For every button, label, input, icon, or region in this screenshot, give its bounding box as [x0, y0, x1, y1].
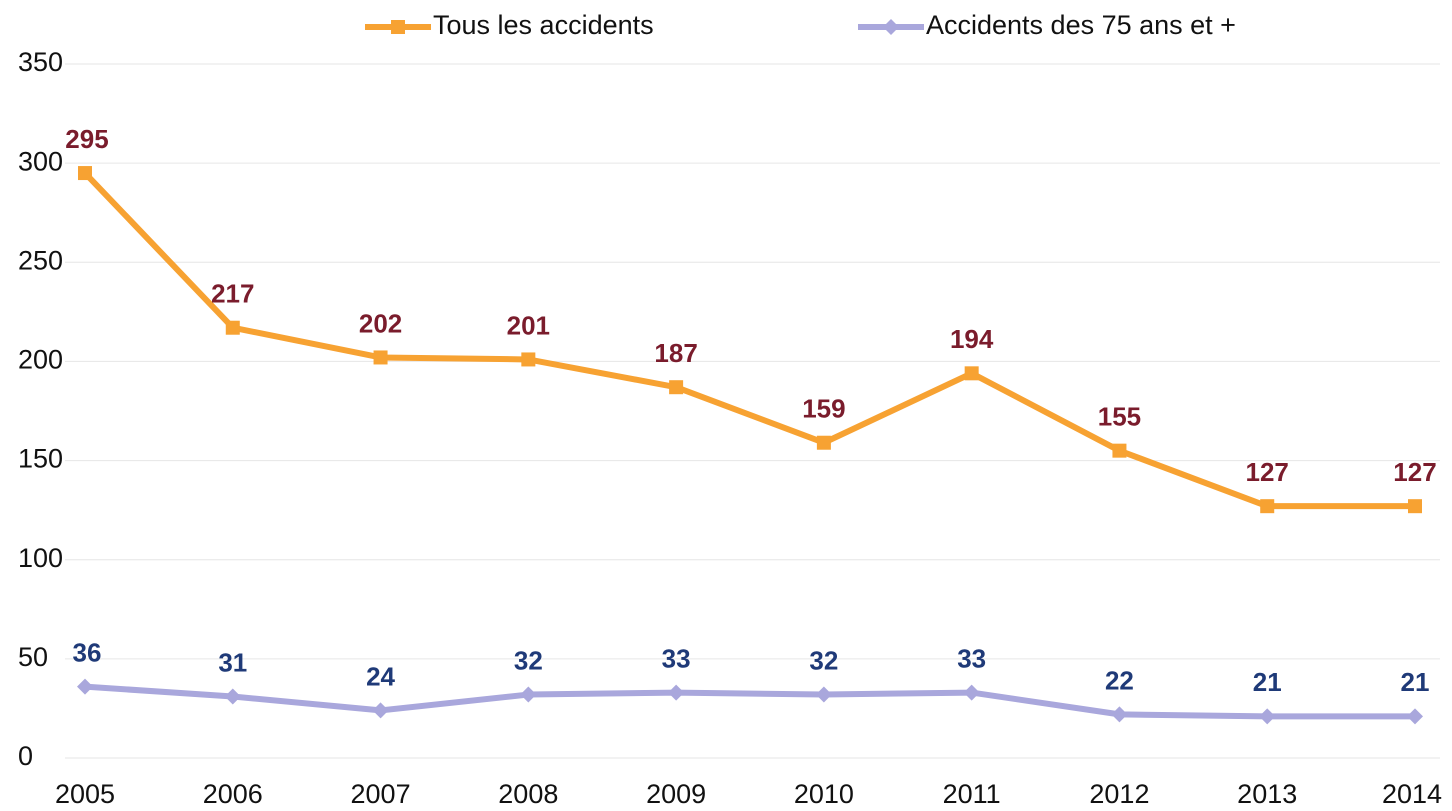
series-line: [82, 170, 1415, 510]
x-tick-label: 2007: [351, 779, 411, 809]
point-marker: [1111, 706, 1128, 723]
data-label: 127: [1246, 457, 1289, 487]
point-marker: [1408, 499, 1422, 514]
point-marker: [225, 320, 240, 335]
point-marker: [669, 380, 684, 395]
x-tick-label: 2008: [498, 779, 558, 809]
data-label: 33: [662, 643, 691, 673]
point-marker: [77, 678, 93, 695]
x-tick-label: 2005: [55, 779, 115, 809]
point-marker: [521, 352, 536, 367]
y-tick-label: 250: [18, 245, 63, 275]
x-tick-label: 2010: [794, 779, 854, 809]
data-label: 32: [514, 645, 543, 675]
x-tick-label: 2012: [1089, 779, 1149, 809]
point-marker: [1407, 708, 1423, 725]
data-label: 24: [366, 661, 395, 691]
point-marker: [1112, 443, 1127, 458]
data-label: 36: [73, 637, 102, 667]
y-tick-label: 350: [18, 47, 63, 77]
x-tick-label: 2014: [1382, 779, 1442, 809]
data-label: 194: [950, 324, 994, 354]
x-tick-label: 2013: [1237, 779, 1297, 809]
point-marker: [373, 350, 388, 365]
legend-item: Accidents des 75 ans et +: [858, 10, 1236, 40]
data-label: 32: [809, 645, 838, 675]
y-tick-label: 100: [18, 543, 63, 573]
data-label: 295: [65, 124, 108, 154]
data-label: 127: [1393, 457, 1436, 487]
x-tick-label: 2009: [646, 779, 706, 809]
y-tick-label: 50: [18, 642, 48, 672]
data-label: 159: [802, 394, 845, 424]
x-tick-label: 2011: [943, 779, 1001, 809]
legend-swatch-marker: [883, 19, 899, 35]
point-marker: [668, 684, 685, 701]
point-marker: [816, 435, 831, 450]
data-label: 202: [359, 308, 402, 338]
y-tick-label: 300: [18, 146, 63, 176]
x-tick-label: 2006: [203, 779, 263, 809]
y-tick-label: 150: [18, 444, 63, 474]
legend-item: Tous les accidents: [365, 10, 654, 40]
legend-label: Accidents des 75 ans et +: [926, 10, 1236, 40]
y-tick-label: 200: [18, 345, 63, 375]
point-marker: [815, 686, 832, 703]
data-label: 33: [957, 643, 986, 673]
series-line: [84, 683, 1415, 720]
y-tick-label: 0: [18, 741, 33, 771]
point-marker: [372, 702, 389, 719]
data-label: 21: [1401, 667, 1430, 697]
data-label: 22: [1105, 665, 1134, 695]
point-marker: [963, 684, 980, 701]
legend-swatch-marker: [391, 20, 405, 34]
data-label: 21: [1253, 667, 1282, 697]
point-marker: [1259, 708, 1276, 725]
legend-label: Tous les accidents: [433, 10, 654, 40]
point-marker: [964, 366, 979, 381]
data-label: 31: [218, 647, 247, 677]
point-marker: [520, 686, 537, 703]
point-marker: [78, 166, 92, 181]
data-label: 155: [1098, 402, 1141, 432]
data-label: 201: [507, 310, 550, 340]
data-label: 217: [211, 279, 254, 309]
data-label: 187: [654, 338, 697, 368]
point-marker: [1260, 499, 1275, 514]
point-marker: [224, 688, 241, 705]
